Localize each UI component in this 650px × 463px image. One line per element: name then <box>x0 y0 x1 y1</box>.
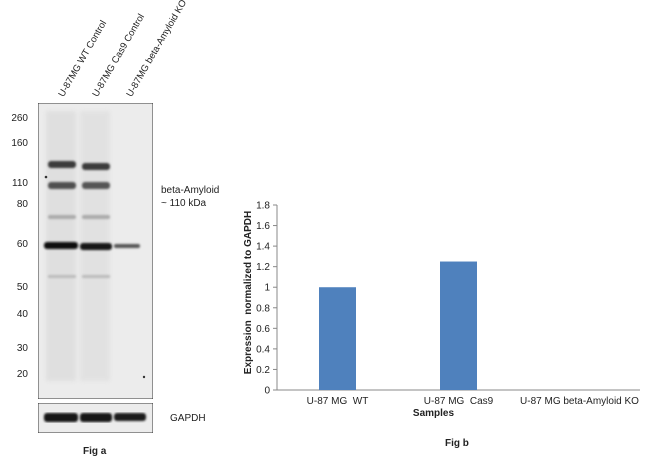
gapdh-label: GAPDH <box>170 413 206 424</box>
y-tick-label: 1.4 <box>256 242 270 253</box>
mw-marker-260: 260 <box>11 113 28 124</box>
x-axis-title: Samples <box>413 408 455 419</box>
y-tick-label: 1 <box>264 283 270 294</box>
x-category-label: U-87 MG beta-Amyloid KO <box>520 396 639 407</box>
bar <box>440 261 477 390</box>
bar-chart: 0 0.2 0.4 0.6 0.8 1 1.2 1.4 1.6 1.8 U-87 MG WT U-87… <box>243 201 640 419</box>
gapdh-blot-image <box>38 403 153 433</box>
lane-label-ko: U-87MG beta-Amyloid KO <box>124 0 190 100</box>
x-category-label: U-87 MG WT <box>307 396 369 407</box>
x-category-label: U-87 MG Cas9 <box>424 396 494 407</box>
mw-marker-50: 50 <box>16 282 28 293</box>
mw-marker-60: 60 <box>16 239 28 250</box>
y-tick-label: 0 <box>264 386 270 397</box>
y-tick-label: 0.4 <box>256 344 270 355</box>
mw-marker-110: 110 <box>12 178 28 189</box>
mw-marker-160: 160 <box>11 138 28 149</box>
y-tick-label: 1.6 <box>256 221 270 232</box>
mw-marker-40: 40 <box>16 309 28 320</box>
figure-a-label: Fig a <box>83 446 107 457</box>
mw-marker-30: 30 <box>16 343 28 354</box>
bar <box>319 287 356 390</box>
y-tick-label: 1.8 <box>256 201 270 212</box>
y-axis-title: Expression normalized to GAPDH <box>243 211 254 374</box>
mw-marker-20: 20 <box>16 369 28 380</box>
mw-marker-80: 80 <box>16 199 28 210</box>
y-tick-label: 1.2 <box>256 262 270 273</box>
y-tick-label: 0.2 <box>256 365 270 376</box>
y-tick-label: 0.8 <box>256 303 270 314</box>
target-label: beta-Amyloid <box>161 185 220 196</box>
blot-image <box>38 103 153 399</box>
figure-b-label: Fig b <box>445 438 469 449</box>
y-tick-label: 0.6 <box>256 324 270 335</box>
target-size-label: ~ 110 kDa <box>161 198 207 209</box>
